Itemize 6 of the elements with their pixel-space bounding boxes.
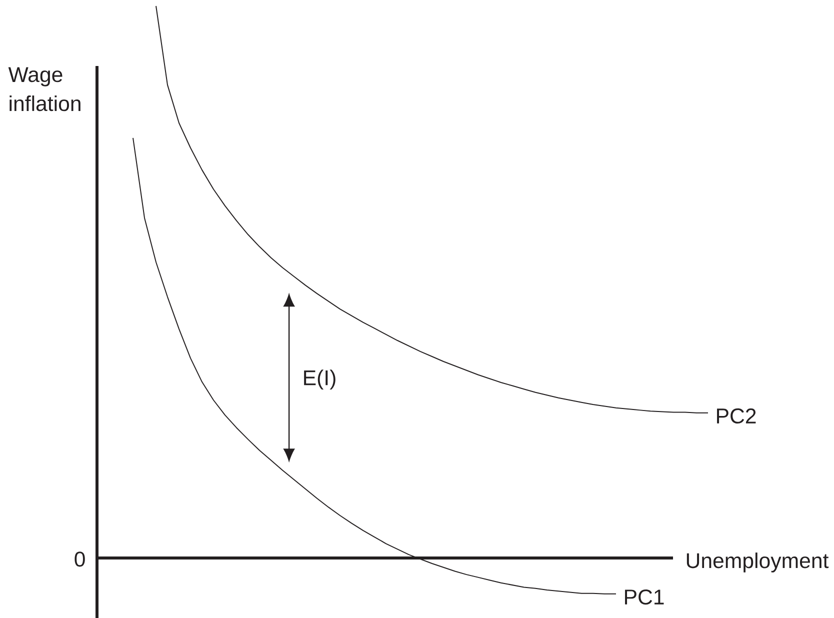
series-label: PC1 xyxy=(625,589,664,605)
series-label: PC2 xyxy=(717,408,756,424)
x-axis-title: Unemployment xyxy=(686,552,829,572)
text: 0 xyxy=(74,552,85,567)
y-axis-title: Wage inflation xyxy=(8,67,80,112)
annotation: E(I) xyxy=(304,370,336,390)
